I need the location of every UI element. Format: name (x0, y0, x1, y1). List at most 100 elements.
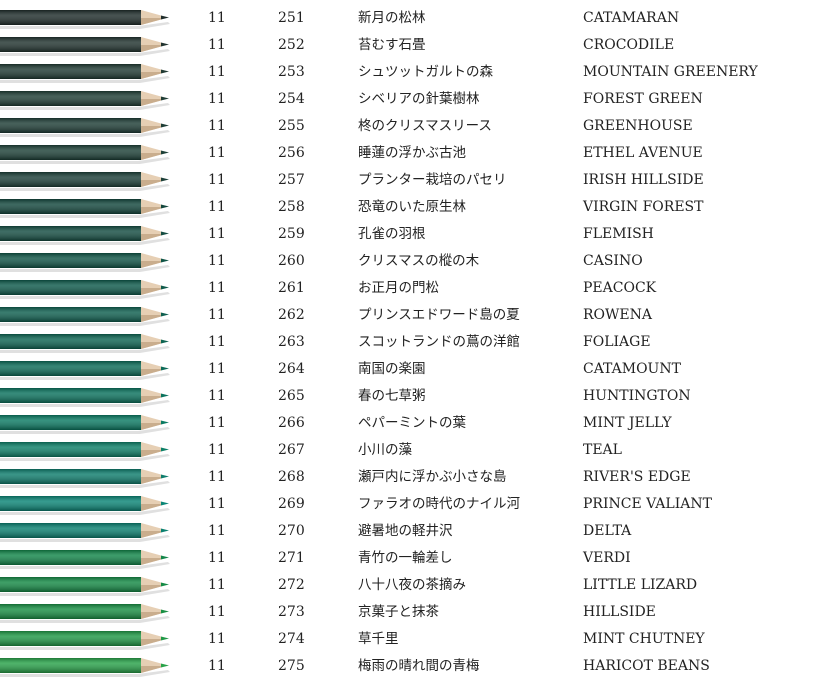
color-number: 264 (278, 361, 305, 377)
color-number: 253 (278, 64, 305, 80)
color-name-en: CATAMARAN (583, 10, 680, 26)
set-number: 11 (208, 91, 226, 107)
set-number: 11 (208, 604, 226, 620)
color-name-en: FLEMISH (583, 226, 654, 242)
color-name-jp: 柊のクリスマスリース (358, 118, 492, 134)
pencil-tip (161, 339, 169, 344)
pencil-icon (0, 253, 170, 272)
set-number: 11 (208, 226, 226, 242)
set-number: 11 (208, 253, 226, 269)
pencil-icon (0, 496, 170, 515)
color-name-jp: ファラオの時代のナイル河 (358, 496, 520, 512)
pencil-tip (161, 123, 169, 128)
set-number: 11 (208, 523, 226, 539)
set-number: 11 (208, 334, 226, 350)
pencil-icon (0, 10, 170, 29)
pencil-tip (161, 204, 169, 209)
pencil-tip (161, 447, 169, 452)
color-name-jp: 八十八夜の茶摘み (358, 577, 466, 593)
pencil-icon (0, 415, 170, 434)
color-number: 272 (278, 577, 305, 593)
color-number: 251 (278, 10, 305, 26)
pencil-tip (161, 69, 169, 74)
pencil-row: 11 265 春の七草粥 HUNTINGTON (0, 383, 813, 410)
color-name-jp: 春の七草粥 (358, 388, 426, 404)
pencil-row: 11 275 梅雨の晴れ間の青梅 HARICOT BEANS (0, 653, 813, 680)
color-name-en: CASINO (583, 253, 643, 269)
color-name-jp: シュツットガルトの森 (358, 64, 493, 80)
pencil-icon (0, 199, 170, 218)
pencil-icon (0, 631, 170, 650)
color-name-jp: 避暑地の軽井沢 (358, 523, 453, 539)
pencil-icon (0, 307, 170, 326)
color-name-en: HARICOT BEANS (583, 658, 710, 674)
pencil-row: 11 267 小川の藻 TEAL (0, 437, 813, 464)
color-number: 270 (278, 523, 305, 539)
pencil-tip (161, 636, 169, 641)
pencil-icon (0, 469, 170, 488)
pencil-icon (0, 64, 170, 83)
set-number: 11 (208, 10, 226, 26)
pencil-tip (161, 177, 169, 182)
color-name-jp: 孔雀の羽根 (358, 226, 426, 242)
pencil-row: 11 274 草千里 MINT CHUTNEY (0, 626, 813, 653)
color-name-en: LITTLE LIZARD (583, 577, 698, 593)
color-number: 260 (278, 253, 305, 269)
pencil-icon (0, 388, 170, 407)
pencil-icon (0, 172, 170, 191)
color-name-jp: 小川の藻 (358, 442, 412, 458)
pencil-tip (161, 42, 169, 47)
color-name-en: IRISH HILLSIDE (583, 172, 704, 188)
pencil-row: 11 256 睡蓮の浮かぶ古池 ETHEL AVENUE (0, 140, 813, 167)
set-number: 11 (208, 307, 226, 323)
color-name-en: ETHEL AVENUE (583, 145, 703, 161)
color-name-jp: 瀬戸内に浮かぶ小さな島 (358, 469, 507, 485)
color-name-jp: シベリアの針葉樹林 (358, 91, 480, 107)
color-name-jp: 草千里 (358, 631, 399, 647)
set-number: 11 (208, 388, 226, 404)
color-number: 258 (278, 199, 305, 215)
color-name-jp: 梅雨の晴れ間の青梅 (358, 658, 480, 674)
color-name-en: RIVER'S EDGE (583, 469, 691, 485)
set-number: 11 (208, 199, 226, 215)
pencil-row: 11 258 恐竜のいた原生林 VIRGIN FOREST (0, 194, 813, 221)
pencil-row: 11 251 新月の松林 CATAMARAN (0, 5, 813, 32)
pencil-row: 11 260 クリスマスの樅の木 CASINO (0, 248, 813, 275)
color-name-en: HUNTINGTON (583, 388, 691, 404)
color-number: 255 (278, 118, 305, 134)
set-number: 11 (208, 37, 226, 53)
pencil-tip (161, 285, 169, 290)
set-number: 11 (208, 550, 226, 566)
pencil-row: 11 268 瀬戸内に浮かぶ小さな島 RIVER'S EDGE (0, 464, 813, 491)
pencil-row: 11 270 避暑地の軽井沢 DELTA (0, 518, 813, 545)
pencil-list: 11 251 新月の松林 CATAMARAN 11 252 苔むす石畳 CROCODILE 11… (0, 5, 813, 680)
pencil-tip (161, 555, 169, 560)
pencil-row: 11 262 プリンスエドワード島の夏 ROWENA (0, 302, 813, 329)
pencil-icon (0, 550, 170, 569)
color-name-en: MINT JELLY (583, 415, 672, 431)
pencil-icon (0, 361, 170, 380)
pencil-row: 11 273 京菓子と抹茶 HILLSIDE (0, 599, 813, 626)
pencil-icon (0, 37, 170, 56)
set-number: 11 (208, 415, 226, 431)
color-name-en: VIRGIN FOREST (583, 199, 704, 215)
pencil-row: 11 255 柊のクリスマスリース GREENHOUSE (0, 113, 813, 140)
color-name-en: FOLIAGE (583, 334, 651, 350)
pencil-tip (161, 609, 169, 614)
pencil-tip (161, 582, 169, 587)
color-name-en: MOUNTAIN GREENERY (583, 64, 758, 80)
color-number: 275 (278, 658, 305, 674)
color-number: 271 (278, 550, 305, 566)
pencil-row: 11 254 シベリアの針葉樹林 FOREST GREEN (0, 86, 813, 113)
set-number: 11 (208, 145, 226, 161)
color-name-jp: プリンスエドワード島の夏 (358, 307, 520, 323)
set-number: 11 (208, 361, 226, 377)
color-name-en: ROWENA (583, 307, 652, 323)
pencil-row: 11 269 ファラオの時代のナイル河 PRINCE VALIANT (0, 491, 813, 518)
set-number: 11 (208, 118, 226, 134)
color-name-jp: スコットランドの蔦の洋館 (358, 334, 520, 350)
color-number: 256 (278, 145, 305, 161)
pencil-tip (161, 15, 169, 20)
set-number: 11 (208, 442, 226, 458)
pencil-tip (161, 528, 169, 533)
